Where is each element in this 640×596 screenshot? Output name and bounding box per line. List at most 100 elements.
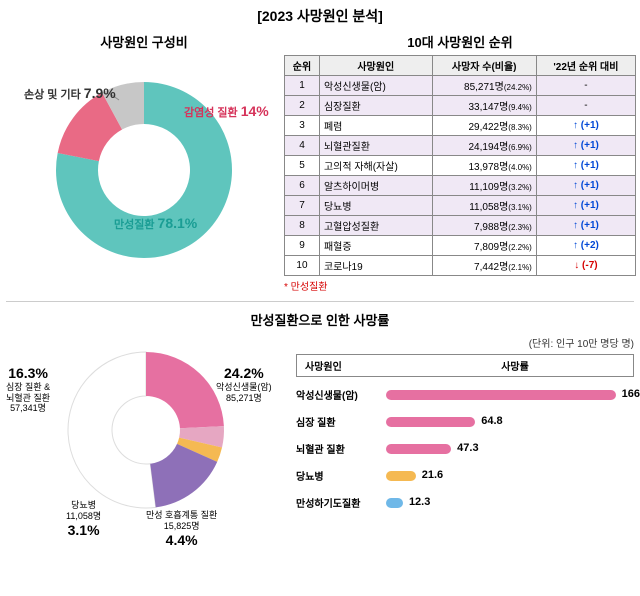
table-cell: 패혈증	[319, 236, 432, 256]
table-cell: 7	[285, 196, 320, 216]
table-cell: ↑ (+1)	[536, 156, 635, 176]
donut1-label: 만성질환 78.1%	[114, 215, 197, 232]
table-cell: 29,422명(8.3%)	[432, 116, 536, 136]
table-cell: 9	[285, 236, 320, 256]
table-cell: 1	[285, 76, 320, 96]
rank-table: 순위사망원인사망자 수(비율)'22년 순위 대비 1악성신생물(암)85,27…	[284, 55, 636, 276]
bar-row: 뇌혈관 질환 47.3	[296, 441, 634, 456]
table-row: 4뇌혈관질환24,194명(6.9%)↑ (+1)	[285, 136, 636, 156]
table-cell: ↑ (+1)	[536, 176, 635, 196]
main-title: [2023 사망원인 분석]	[0, 0, 640, 32]
bar-panel: (단위: 인구 10만 명당 명) 사망원인 사망률 악성신생물(암)166.7…	[286, 335, 634, 535]
bar-label: 심장 질환	[296, 414, 386, 429]
table-cell: 폐렴	[319, 116, 432, 136]
table-cell: 7,988명(2.3%)	[432, 216, 536, 236]
table-cell: 8	[285, 216, 320, 236]
table-panel: 10대 사망원인 순위 순위사망원인사망자 수(비율)'22년 순위 대비 1악…	[284, 32, 636, 293]
table-cell: ↑ (+1)	[536, 116, 635, 136]
table-cell: -	[536, 76, 635, 96]
top-section: 사망원인 구성비 만성질환 78.1% 감염성 질환 14% 손상 및 기타 7.9…	[0, 32, 640, 293]
bar-label: 만성하기도질환	[296, 495, 386, 510]
table-row: 9패혈증7,809명(2.2%)↑ (+2)	[285, 236, 636, 256]
donut1-title: 사망원인 구성비	[4, 32, 284, 51]
bar-header-rate: 사망률	[397, 355, 633, 376]
table-header: 순위	[285, 56, 320, 76]
table-cell: 악성신생물(암)	[319, 76, 432, 96]
table-cell: 3	[285, 116, 320, 136]
table-cell: ↑ (+1)	[536, 196, 635, 216]
bar-value: 12.3	[409, 496, 430, 508]
table-cell: 심장질환	[319, 96, 432, 116]
bar-fill	[386, 498, 403, 508]
table-title: 10대 사망원인 순위	[284, 32, 636, 51]
unit-note: (단위: 인구 10만 명당 명)	[296, 335, 634, 350]
table-cell: 24,194명(6.9%)	[432, 136, 536, 156]
bar-label: 당뇨병	[296, 468, 386, 483]
table-row: 2심장질환33,147명(9.4%)-	[285, 96, 636, 116]
table-footnote: * 만성질환	[284, 278, 636, 293]
bar-row: 악성신생물(암)166.7	[296, 387, 634, 402]
table-cell: 5	[285, 156, 320, 176]
table-header: '22년 순위 대비	[536, 56, 635, 76]
table-cell: 고의적 자해(자살)	[319, 156, 432, 176]
table-cell: 당뇨병	[319, 196, 432, 216]
divider	[6, 301, 634, 302]
donut1-chart: 만성질환 78.1% 감염성 질환 14% 손상 및 기타 7.9%	[14, 55, 274, 265]
table-row: 6알츠하이머병11,109명(3.2%)↑ (+1)	[285, 176, 636, 196]
bar-value: 21.6	[422, 469, 443, 481]
table-cell: 4	[285, 136, 320, 156]
bar-header: 사망원인 사망률	[296, 354, 634, 377]
donut1-panel: 사망원인 구성비 만성질환 78.1% 감염성 질환 14% 손상 및 기타 7.9…	[4, 32, 284, 293]
table-cell: 10	[285, 256, 320, 276]
table-cell: 알츠하이머병	[319, 176, 432, 196]
table-header: 사망자 수(비율)	[432, 56, 536, 76]
table-row: 5고의적 자해(자살)13,978명(4.0%)↑ (+1)	[285, 156, 636, 176]
donut2-label: 만성 호흡계통 질환15,825명4.4%	[146, 510, 217, 548]
table-cell: 고혈압성질환	[319, 216, 432, 236]
table-cell: -	[536, 96, 635, 116]
donut2-label: 당뇨병11,058명3.1%	[66, 500, 101, 538]
bar-row: 심장 질환 64.8	[296, 414, 634, 429]
bar-value: 64.8	[481, 415, 502, 427]
table-cell: 6	[285, 176, 320, 196]
bar-row: 만성하기도질환 12.3	[296, 495, 634, 510]
table-cell: 7,442명(2.1%)	[432, 256, 536, 276]
table-row: 1악성신생물(암)85,271명(24.2%)-	[285, 76, 636, 96]
donut2-label: 16.3%심장 질환 &뇌혈관 질환57,341명	[6, 365, 50, 414]
table-row: 3폐렴29,422명(8.3%)↑ (+1)	[285, 116, 636, 136]
table-cell: 코로나19	[319, 256, 432, 276]
bar-track: 12.3	[386, 498, 634, 508]
table-cell: ↑ (+1)	[536, 216, 635, 236]
bar-track: 64.8	[386, 417, 634, 427]
table-cell: ↑ (+1)	[536, 136, 635, 156]
donut2-panel: 24.2%악성신생물(암)85,271명만성 호흡계통 질환15,825명4.4…	[6, 335, 286, 535]
table-cell: 11,109명(3.2%)	[432, 176, 536, 196]
table-cell: 85,271명(24.2%)	[432, 76, 536, 96]
bar-fill	[386, 471, 416, 481]
bar-fill	[386, 444, 451, 454]
table-row: 10코로나197,442명(2.1%)↓ (-7)	[285, 256, 636, 276]
table-cell: 7,809명(2.2%)	[432, 236, 536, 256]
bottom-title: 만성질환으로 인한 사망률	[0, 310, 640, 329]
bar-label: 뇌혈관 질환	[296, 441, 386, 456]
bar-track: 47.3	[386, 444, 634, 454]
donut1-label: 감염성 질환 14%	[184, 103, 269, 120]
table-cell: 뇌혈관질환	[319, 136, 432, 156]
donut2-label: 24.2%악성신생물(암)85,271명	[216, 365, 272, 403]
table-cell: 33,147명(9.4%)	[432, 96, 536, 116]
bar-fill	[386, 390, 616, 400]
table-row: 8고혈압성질환7,988명(2.3%)↑ (+1)	[285, 216, 636, 236]
bar-track: 21.6	[386, 471, 634, 481]
bar-label: 악성신생물(암)	[296, 387, 386, 402]
bar-fill	[386, 417, 475, 427]
table-header: 사망원인	[319, 56, 432, 76]
donut1-label: 손상 및 기타 7.9%	[24, 85, 116, 102]
bar-value: 47.3	[457, 442, 478, 454]
donut2-slice	[146, 352, 224, 428]
table-row: 7당뇨병11,058명(3.1%)↑ (+1)	[285, 196, 636, 216]
bar-value: 166.7	[622, 388, 640, 400]
table-cell: ↓ (-7)	[536, 256, 635, 276]
bar-track: 166.7	[386, 390, 634, 400]
table-cell: 13,978명(4.0%)	[432, 156, 536, 176]
table-cell: ↑ (+2)	[536, 236, 635, 256]
